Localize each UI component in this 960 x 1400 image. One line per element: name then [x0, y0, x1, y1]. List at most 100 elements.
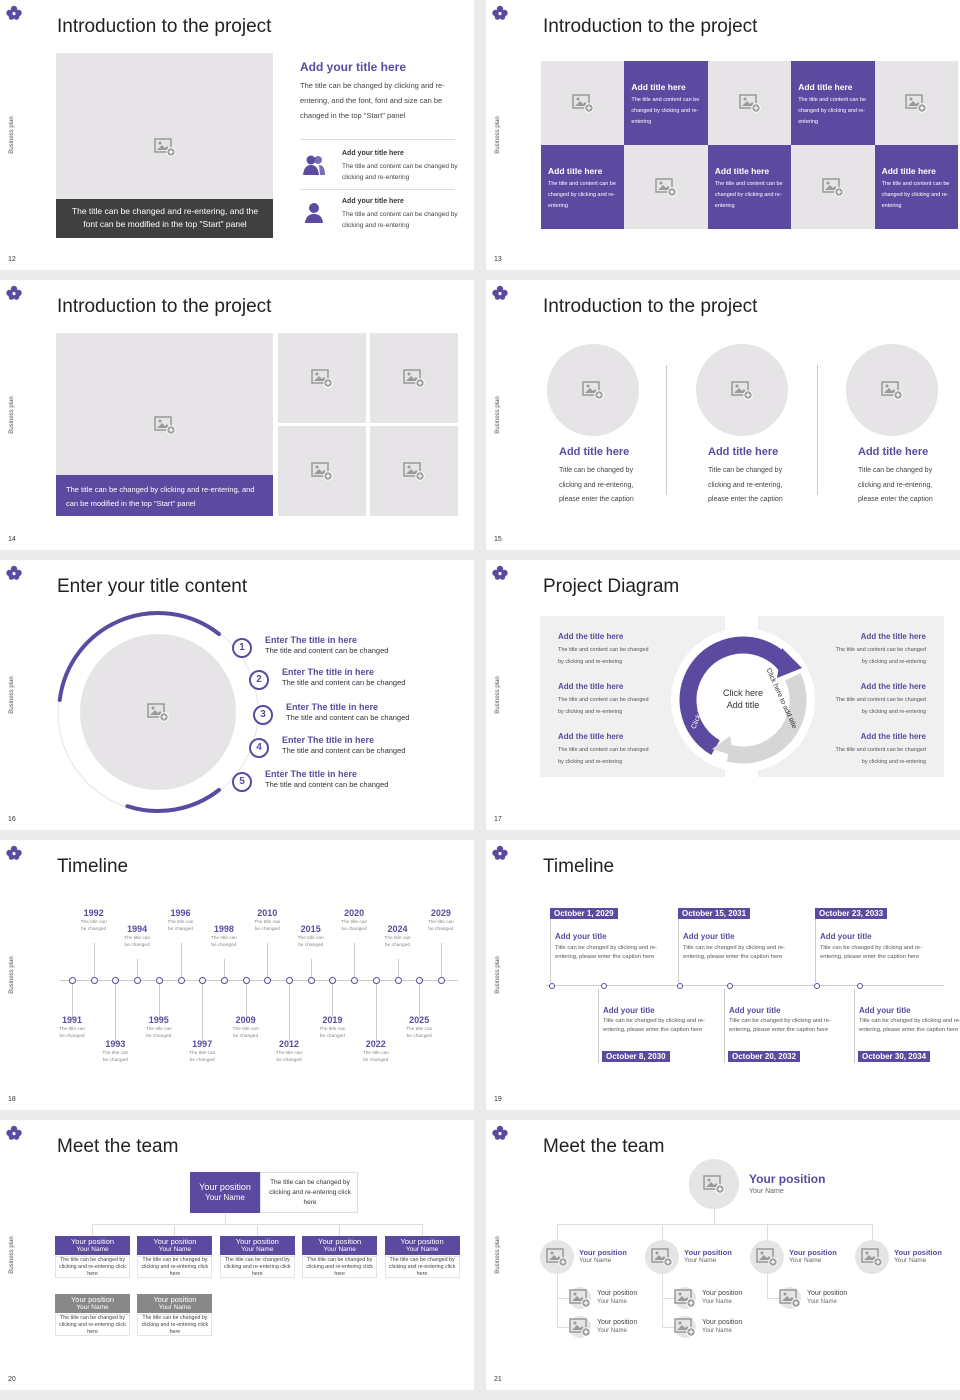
- member-position: Your position: [70, 1295, 115, 1304]
- member-name: Your Name: [76, 1246, 109, 1253]
- date: October 23, 2033: [815, 908, 888, 919]
- caption: The title can be changed by clicking and…: [66, 485, 255, 508]
- connector: [92, 1224, 93, 1236]
- timeline-dot: [394, 977, 402, 984]
- slide-title: Timeline: [57, 856, 129, 877]
- frame: [571, 94, 590, 109]
- person-icon: [302, 154, 326, 176]
- connector: [872, 1224, 873, 1240]
- connector: [72, 983, 73, 1018]
- image-icon: [881, 380, 903, 400]
- event-text: The title can be changed: [427, 920, 454, 932]
- side-label: Business plan: [495, 956, 501, 994]
- cell-title: Add title here: [798, 82, 853, 92]
- graphic: [492, 5, 508, 20]
- logo-petal: [13, 854, 20, 860]
- item-title: Add the title here: [558, 682, 624, 691]
- logo: [492, 5, 508, 20]
- sun: [707, 1178, 711, 1182]
- mountain: [658, 185, 672, 190]
- item-title: Add the title here: [860, 682, 926, 691]
- image-placeholder: [370, 426, 458, 516]
- date: October 1, 2029: [550, 908, 618, 919]
- arrow-head: [777, 648, 802, 678]
- logo-petal: [8, 854, 15, 860]
- head: [314, 156, 322, 164]
- side-label: Business plan: [9, 116, 15, 154]
- logo-petal: [8, 294, 15, 300]
- connector: [854, 989, 855, 1063]
- connector: [662, 1327, 674, 1328]
- plus: [688, 1329, 694, 1335]
- item-text: The title and content can be changed: [265, 780, 389, 789]
- head-note-box: [260, 1172, 358, 1213]
- event-text: The title can be changed: [124, 936, 151, 948]
- logo-petal: [10, 285, 18, 293]
- graphic: [6, 1125, 22, 1140]
- cycle-arc: [726, 673, 807, 764]
- event-text: The title can be changed: [167, 920, 194, 932]
- graphic: [305, 203, 323, 223]
- frame: [569, 1318, 587, 1333]
- connector: [419, 983, 421, 1018]
- frame: [403, 462, 421, 477]
- timeline-dot: [372, 977, 380, 984]
- frame: [731, 381, 749, 396]
- image-icon: [403, 461, 425, 481]
- body: [305, 214, 323, 223]
- image-icon: [311, 368, 333, 388]
- logo-petal: [8, 574, 15, 580]
- logo-petal: [13, 294, 20, 300]
- member-position: Your position: [684, 1248, 732, 1257]
- graphic: [492, 565, 508, 580]
- item-text: The title and content can be changed by …: [835, 747, 926, 765]
- timeline-dot: [177, 977, 185, 984]
- mountain: [741, 101, 755, 106]
- logo: [492, 565, 508, 580]
- number-badge: [249, 670, 269, 690]
- item-number: 3: [260, 709, 266, 720]
- mountain: [572, 1325, 585, 1330]
- item-text: The title and content can be changed by …: [835, 647, 926, 665]
- logo-petal: [496, 845, 504, 853]
- image-circle: [696, 344, 788, 436]
- head-position: Your position: [199, 1182, 251, 1192]
- logo-petal: [8, 14, 15, 20]
- event-text: The title can be changed: [297, 936, 324, 948]
- timeline-dot: [90, 977, 98, 984]
- frame: [403, 369, 421, 384]
- column-title: Add title here: [858, 446, 929, 458]
- graphic: [6, 565, 22, 580]
- item-text: The title and content can be changed: [286, 713, 410, 722]
- graphic: [651, 1248, 673, 1267]
- year: 2029: [430, 908, 451, 918]
- sun: [315, 372, 319, 376]
- event-title: Add your title: [603, 1006, 655, 1015]
- member-note-box: [55, 1314, 130, 1336]
- image-icon: [571, 93, 594, 113]
- connector: [256, 1224, 258, 1236]
- cell-text: The title and content can be changed by …: [631, 97, 700, 125]
- connector: [137, 959, 139, 977]
- date: October 8, 2030: [602, 1051, 670, 1062]
- year: 2019: [322, 1015, 343, 1025]
- mountain: [759, 1255, 772, 1260]
- member-header: [55, 1236, 130, 1255]
- timeline-dot: [549, 982, 555, 989]
- mountain: [908, 101, 922, 106]
- member-note-box: [55, 1256, 130, 1278]
- event-text: Title can be changed by clicking and re-…: [603, 1018, 705, 1033]
- event-title: Add your title: [859, 1006, 911, 1015]
- plus: [669, 189, 675, 195]
- event-text: The title can be changed: [58, 1027, 86, 1039]
- side-label: Business plan: [9, 956, 15, 994]
- timeline-dot: [329, 977, 337, 984]
- plus: [161, 714, 167, 720]
- member-photo: [645, 1240, 679, 1274]
- graphic: [147, 703, 169, 722]
- connector: [662, 1224, 663, 1240]
- frame: [655, 178, 673, 193]
- plus: [596, 392, 602, 398]
- image-icon: [569, 1288, 591, 1308]
- body: [303, 165, 319, 175]
